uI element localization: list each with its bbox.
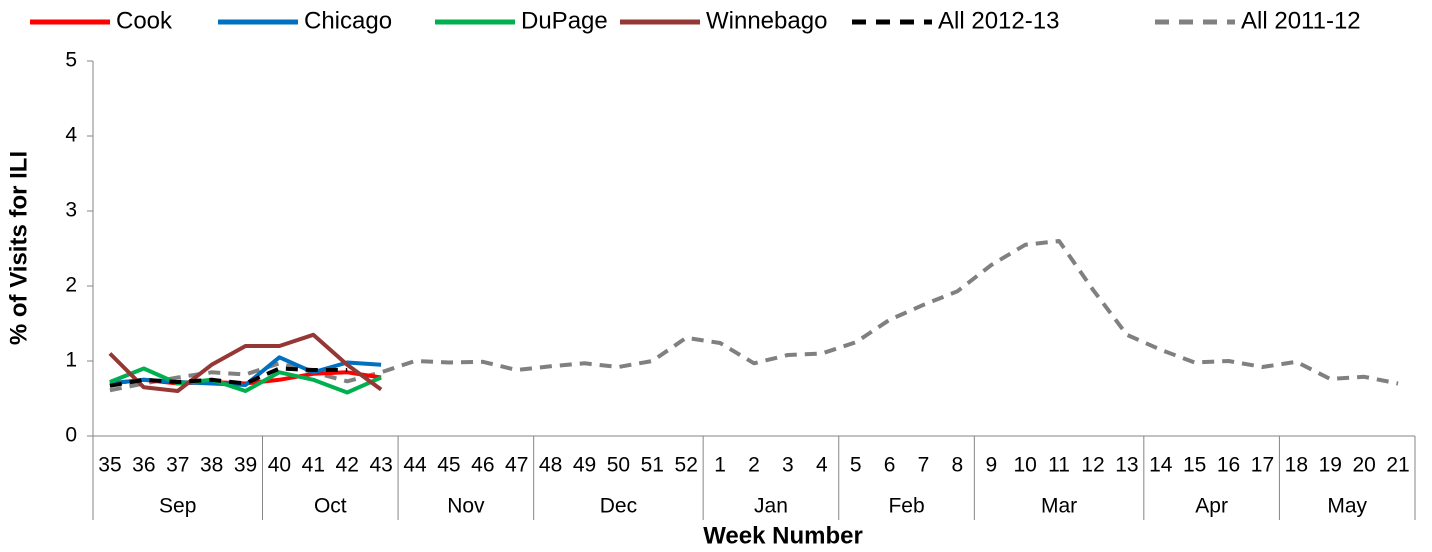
x-group-label: Feb: [888, 495, 924, 518]
x-tick-label: 43: [369, 454, 392, 477]
legend-label: Cook: [116, 7, 173, 34]
y-tick-label: 5: [65, 49, 77, 72]
x-tick-label: 18: [1285, 454, 1308, 477]
legend-label: Winnebago: [706, 7, 827, 34]
x-group-label: Nov: [447, 495, 485, 518]
x-tick-label: 6: [884, 454, 896, 477]
x-tick-label: 46: [471, 454, 494, 477]
series-line: [109, 239, 1399, 393]
x-tick-label: 41: [302, 454, 325, 477]
x-tick-label: 3: [782, 454, 794, 477]
x-group-label: May: [1327, 495, 1367, 518]
x-tick-label: 2: [748, 454, 760, 477]
x-tick-label: 40: [268, 454, 291, 477]
x-group-label: Mar: [1041, 495, 1077, 518]
x-tick-label: 36: [132, 454, 155, 477]
y-axis-title: % of Visits for ILI: [5, 151, 32, 345]
y-tick-label: 1: [65, 349, 77, 372]
series-line: [108, 332, 383, 393]
x-group-label: Dec: [600, 495, 637, 518]
x-group-label: Sep: [159, 495, 196, 518]
x-tick-label: 48: [539, 454, 562, 477]
x-tick-label: 7: [918, 454, 930, 477]
x-tick-label: 38: [200, 454, 223, 477]
y-tick-label: 2: [65, 274, 77, 297]
legend-label: DuPage: [521, 7, 608, 34]
x-tick-label: 12: [1081, 454, 1104, 477]
y-tick-label: 0: [65, 424, 77, 447]
x-tick-label: 50: [607, 454, 630, 477]
x-axis-title: Week Number: [703, 522, 863, 549]
x-tick-label: 51: [641, 454, 664, 477]
x-tick-label: 8: [952, 454, 964, 477]
x-tick-label: 11: [1048, 454, 1070, 477]
y-tick-label: 3: [65, 199, 77, 222]
x-tick-label: 9: [985, 454, 997, 477]
legend-label: All 2012-13: [938, 7, 1059, 34]
legend-label: All 2011-12: [1241, 7, 1361, 34]
x-group-label: Oct: [314, 495, 347, 518]
x-tick-label: 5: [850, 454, 862, 477]
legend-label: Chicago: [304, 7, 392, 34]
x-tick-label: 20: [1352, 454, 1375, 477]
x-tick-label: 14: [1149, 454, 1173, 477]
x-tick-label: 4: [816, 454, 828, 477]
x-tick-label: 19: [1319, 454, 1342, 477]
x-group-label: Apr: [1195, 495, 1228, 518]
series-line: [109, 366, 382, 395]
x-tick-label: 21: [1386, 454, 1409, 477]
x-tick-label: 35: [98, 454, 121, 477]
x-group-label: Jan: [754, 495, 788, 518]
x-tick-label: 10: [1013, 454, 1036, 477]
x-tick-label: 49: [573, 454, 596, 477]
x-tick-label: 16: [1217, 454, 1240, 477]
x-tick-label: 15: [1183, 454, 1206, 477]
x-tick-label: 37: [166, 454, 189, 477]
x-tick-label: 17: [1251, 454, 1274, 477]
x-tick-label: 45: [437, 454, 460, 477]
x-tick-label: 13: [1115, 454, 1138, 477]
x-tick-label: 39: [234, 454, 257, 477]
y-tick-label: 4: [65, 124, 77, 147]
x-tick-label: 52: [675, 454, 698, 477]
x-tick-label: 42: [336, 454, 359, 477]
x-tick-label: 1: [714, 454, 726, 477]
x-tick-label: 44: [403, 454, 427, 477]
series-line: [109, 366, 348, 388]
x-tick-label: 47: [505, 454, 528, 477]
